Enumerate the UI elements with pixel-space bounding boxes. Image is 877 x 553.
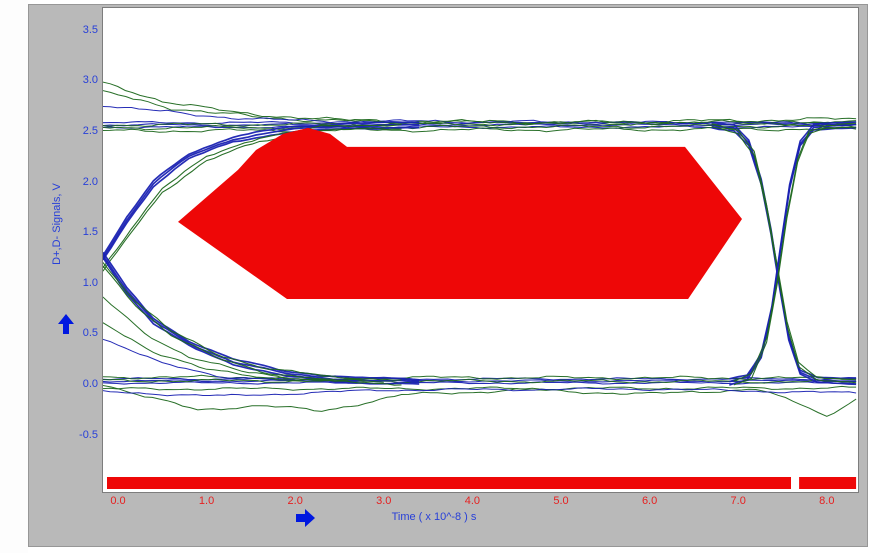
y-tick-label: 1.0 [82, 276, 98, 289]
x-tick-label: 2.0 [287, 495, 303, 507]
x-tick-label: 3.0 [376, 495, 392, 507]
y-tick-label: 0.0 [82, 377, 98, 390]
x-tick-label: 5.0 [553, 495, 569, 507]
x-tick-label: 7.0 [730, 495, 746, 507]
y-tick-label: 0.5 [82, 327, 98, 340]
plot-area [102, 7, 859, 493]
x-axis-title: Time ( x 10^-8 ) s [391, 511, 477, 523]
left-panel [0, 0, 28, 553]
y-axis-title: D+,D- Signals, V [51, 183, 63, 265]
x-tick-label: 6.0 [641, 495, 658, 507]
y-tick-label: 2.0 [82, 175, 98, 188]
x-tick-label: 1.0 [198, 495, 215, 507]
y-tick-label: 2.5 [82, 124, 98, 137]
y-tick-label: 3.5 [82, 23, 98, 36]
x-tick-label: 4.0 [464, 495, 481, 507]
y-tick-label: -0.5 [79, 428, 98, 441]
y-tick-label: 3.0 [82, 74, 98, 87]
x-tick-label: 8.0 [819, 495, 835, 507]
x-tick-label: 0.0 [110, 495, 126, 507]
y-tick-label: 1.5 [82, 226, 98, 239]
